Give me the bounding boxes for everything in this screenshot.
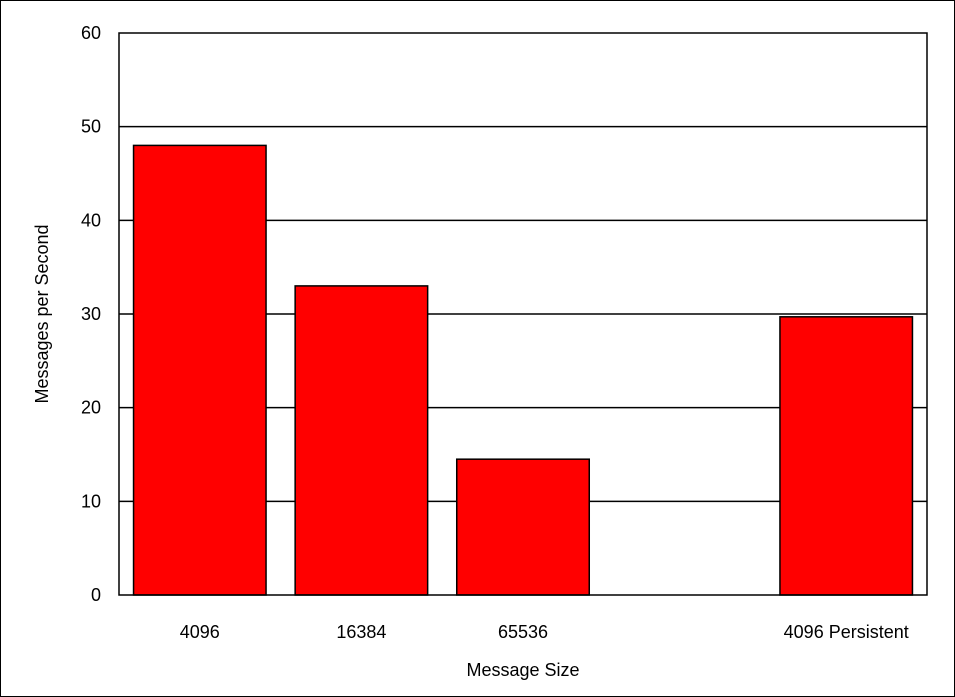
x-tick-label: 4096 <box>180 622 220 642</box>
bar <box>455 458 591 596</box>
y-tick-labels: 0 10 20 30 40 50 60 <box>81 23 101 605</box>
y-tick-label: 30 <box>81 304 101 324</box>
y-tick-label: 0 <box>91 585 101 605</box>
x-axis-label: Message Size <box>466 660 579 680</box>
bar <box>132 144 267 596</box>
y-tick-label: 50 <box>81 117 101 137</box>
bar <box>294 285 429 596</box>
bar <box>779 316 914 596</box>
y-tick-label: 60 <box>81 23 101 43</box>
y-tick-label: 10 <box>81 491 101 511</box>
y-tick-label: 40 <box>81 210 101 230</box>
x-tick-label: 16384 <box>336 622 386 642</box>
plot-frame <box>118 32 928 596</box>
y-axis-label: Messages per Second <box>32 224 52 403</box>
x-tick-label: 65536 <box>498 622 548 642</box>
x-tick-label: 4096 Persistent <box>784 622 909 642</box>
x-tick-labels: 4096 16384 65536 4096 Persistent <box>180 622 909 642</box>
y-tick-label: 20 <box>81 398 101 418</box>
bars <box>132 144 914 596</box>
